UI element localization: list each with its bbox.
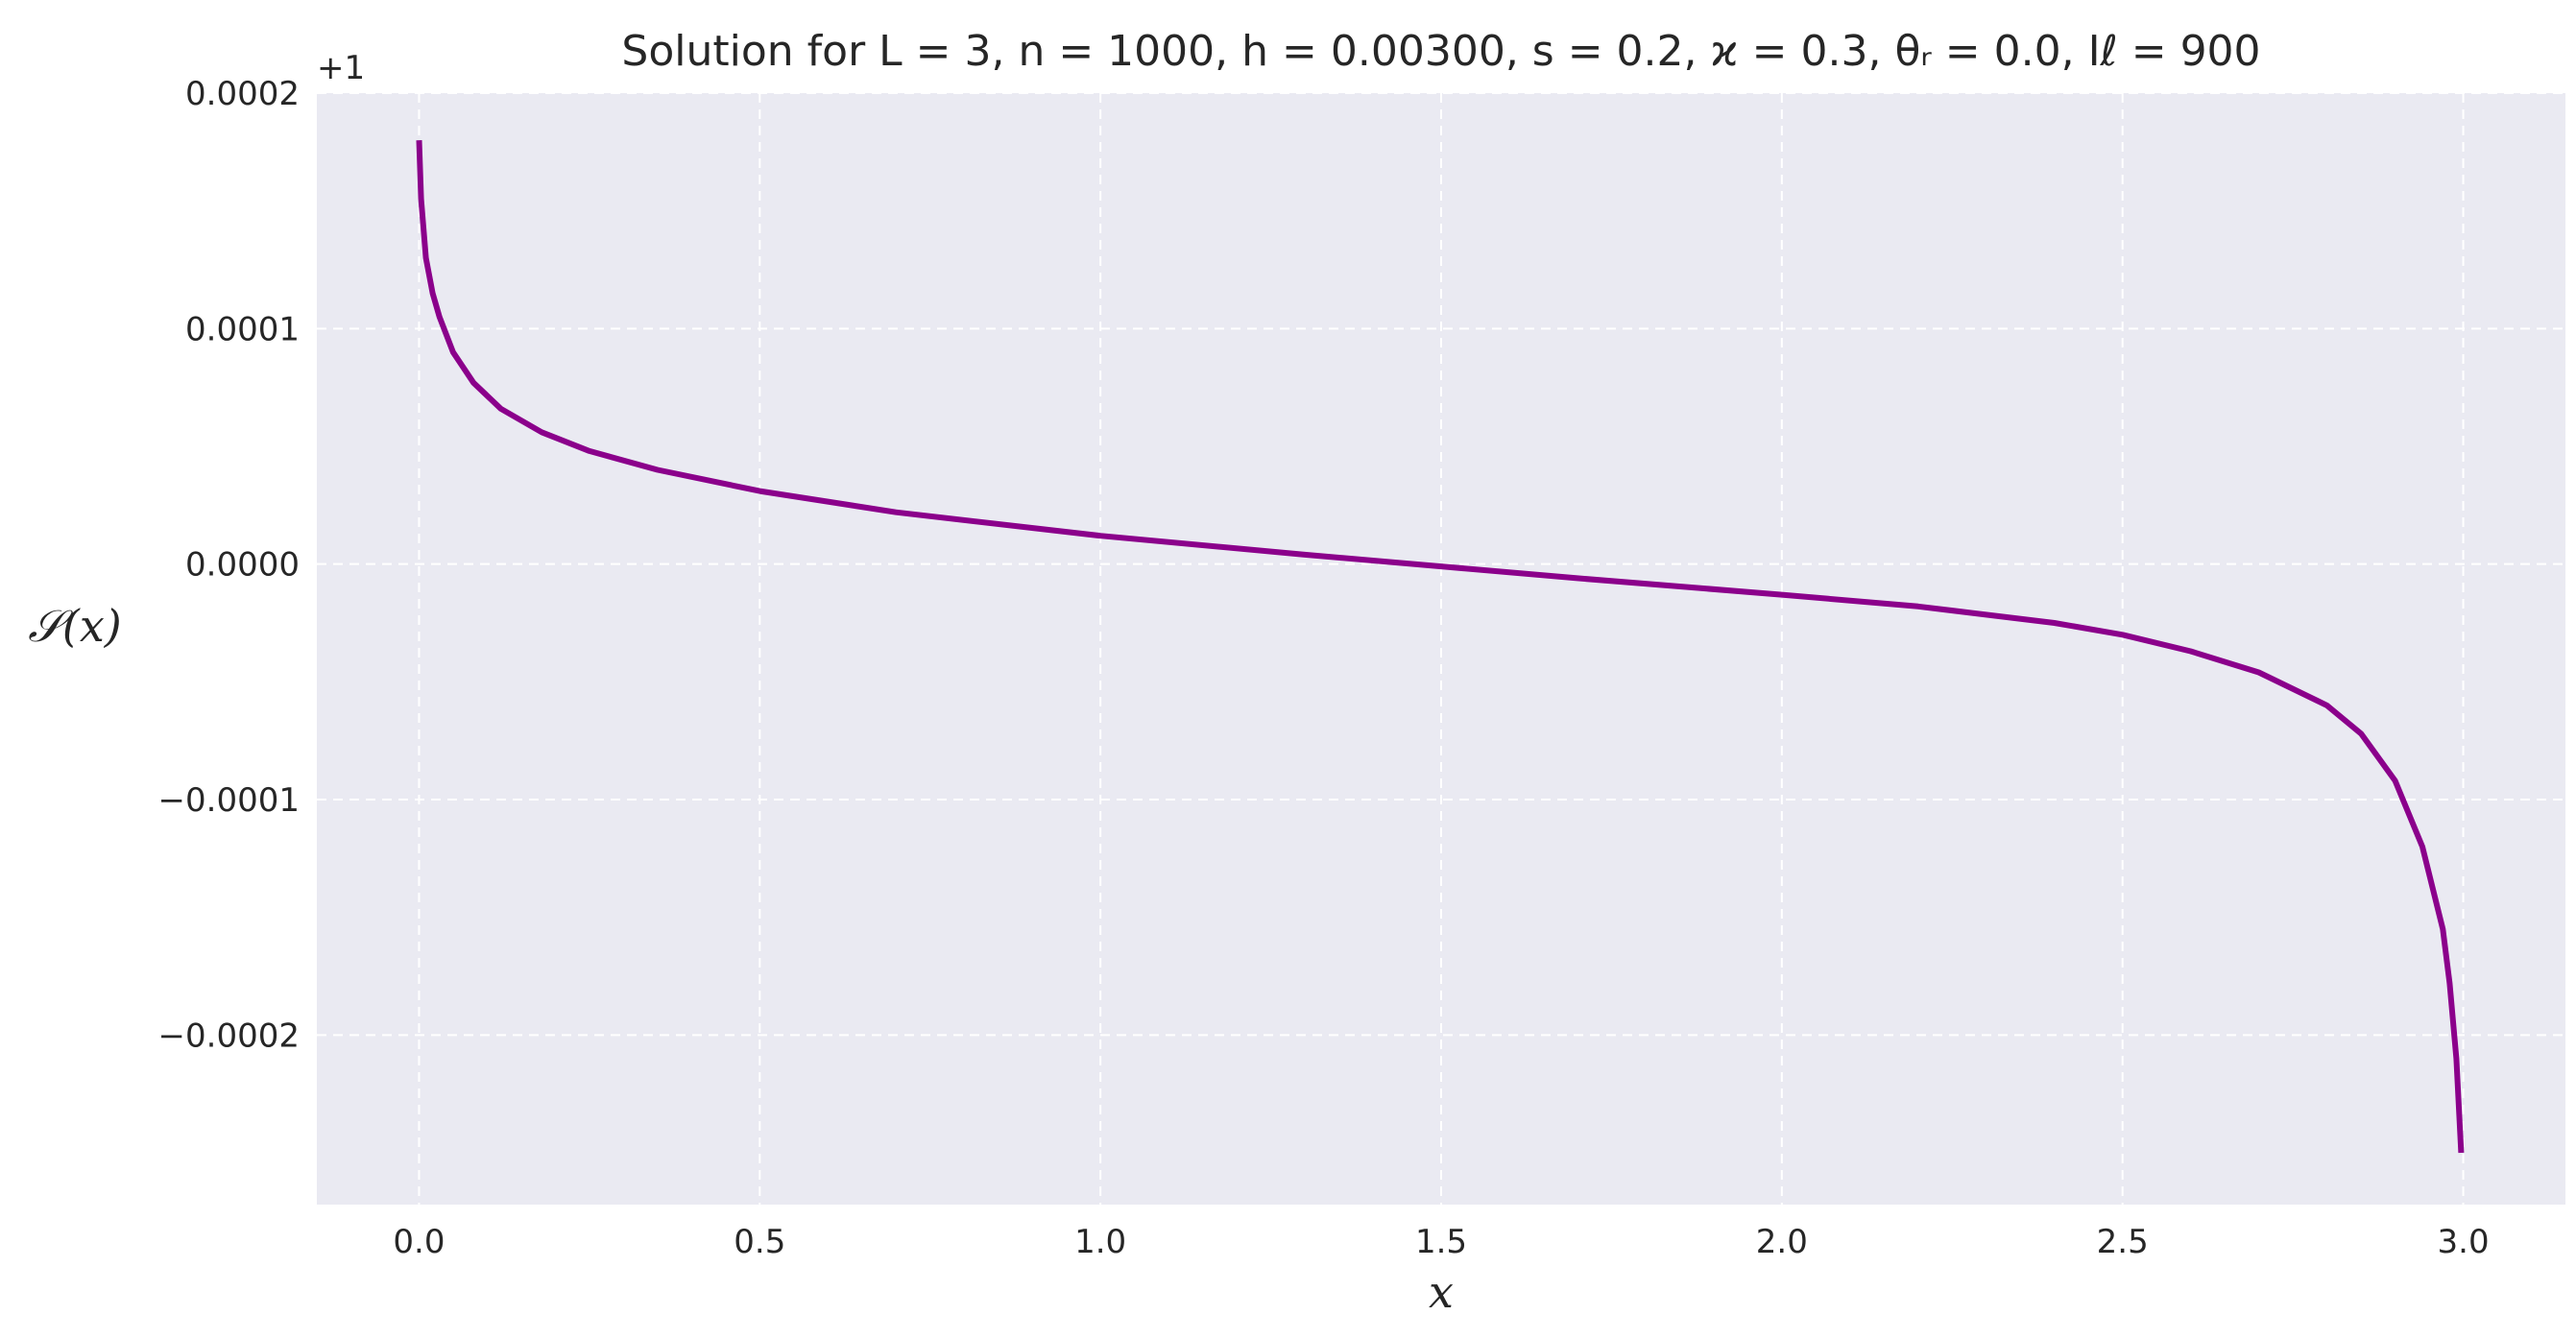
y-axis-label: 𝒮(x)	[28, 600, 121, 652]
series-layer	[416, 139, 2465, 1154]
y-tick-label: 0.0000	[185, 546, 300, 585]
chart-title: Solution for L = 3, n = 1000, h = 0.0030…	[621, 27, 2260, 76]
grid	[317, 92, 2565, 1205]
tick-labels: 0.0 0.5 1.0 1.5 2.0 2.5 3.0 0.0002 0.0001 0.0000 −…	[158, 75, 2490, 1261]
y-tick-label: 0.0001	[185, 310, 300, 348]
x-tick-label: 0.0	[393, 1223, 445, 1261]
y-tick-label: −0.0001	[158, 781, 300, 820]
x-tick-label: 3.0	[2438, 1223, 2490, 1261]
x-tick-label: 1.0	[1074, 1223, 1126, 1261]
x-axis-label: x	[1429, 1266, 1454, 1318]
x-tick-label: 2.0	[1756, 1223, 1808, 1261]
x-tick-label: 2.5	[2097, 1223, 2149, 1261]
y-tick-label: 0.0002	[185, 75, 300, 113]
x-tick-label: 1.5	[1415, 1223, 1467, 1261]
x-tick-label: 0.5	[734, 1223, 785, 1261]
y-tick-label: −0.0002	[158, 1016, 300, 1055]
series-line	[416, 139, 2465, 1154]
y-offset-label: +1	[317, 49, 365, 87]
